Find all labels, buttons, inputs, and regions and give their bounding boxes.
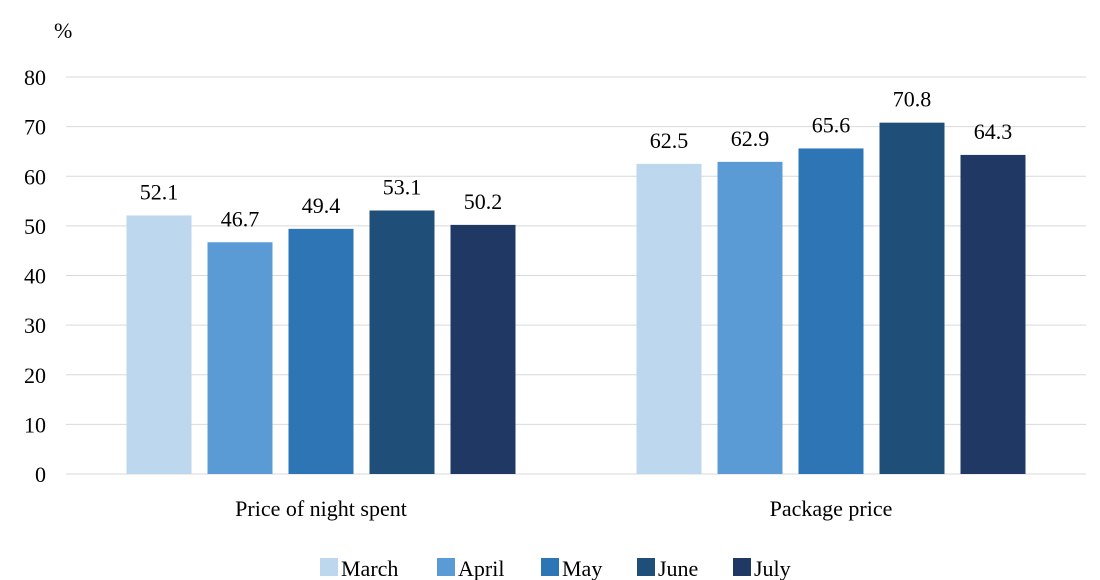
data-label: 50.2 (464, 189, 503, 214)
bar-june-1 (369, 210, 435, 474)
data-label: 62.5 (650, 128, 689, 153)
bar-june-2 (879, 122, 945, 474)
data-label: 52.1 (140, 179, 179, 204)
legend-swatch (320, 558, 338, 576)
legend-label: April (458, 556, 504, 580)
data-labels: 52.1 46.7 49.4 53.1 50.2 62.5 62.9 65.6 70.8 64.3 (140, 87, 1013, 232)
data-label: 64.3 (974, 119, 1013, 144)
bar-may-2 (798, 148, 864, 474)
category-label: Price of night spent (235, 496, 407, 521)
data-label: 65.6 (812, 112, 851, 137)
legend-label: May (562, 556, 602, 580)
category-label: Package price (770, 496, 893, 521)
bar-may-1 (288, 228, 354, 474)
legend-swatch (733, 558, 751, 576)
legend-swatch (541, 558, 559, 576)
category-labels: Price of night spent Package price (235, 496, 892, 521)
legend-label: July (754, 556, 791, 580)
bar-april-1 (207, 242, 273, 474)
legend-label: June (658, 556, 698, 580)
y-tick-label: 0 (35, 462, 46, 487)
y-tick-label: 70 (24, 115, 46, 140)
legend-swatch (437, 558, 455, 576)
y-tick-label: 60 (24, 164, 46, 189)
bar-march-2 (636, 163, 702, 474)
y-tick-label: 20 (24, 363, 46, 388)
y-tick-label: 10 (24, 412, 46, 437)
y-tick-label: 80 (24, 65, 46, 90)
legend-swatch (637, 558, 655, 576)
y-axis-tick-labels: 0 10 20 30 40 50 60 70 80 (24, 65, 46, 487)
y-tick-label: 30 (24, 313, 46, 338)
data-label: 46.7 (221, 206, 260, 231)
data-label: 49.4 (302, 193, 341, 218)
y-axis-unit-label: % (54, 18, 72, 43)
bar-july-2 (960, 154, 1026, 474)
data-label: 70.8 (893, 87, 932, 112)
bar-april-2 (717, 161, 783, 474)
bars (126, 122, 1026, 475)
legend-label: March (341, 556, 398, 580)
y-tick-label: 40 (24, 264, 46, 289)
bar-march-1 (126, 215, 192, 475)
legend: March April May June July (320, 556, 791, 580)
data-label: 62.9 (731, 126, 770, 151)
data-label: 53.1 (383, 174, 422, 199)
y-tick-label: 50 (24, 214, 46, 239)
bar-july-1 (450, 224, 516, 474)
